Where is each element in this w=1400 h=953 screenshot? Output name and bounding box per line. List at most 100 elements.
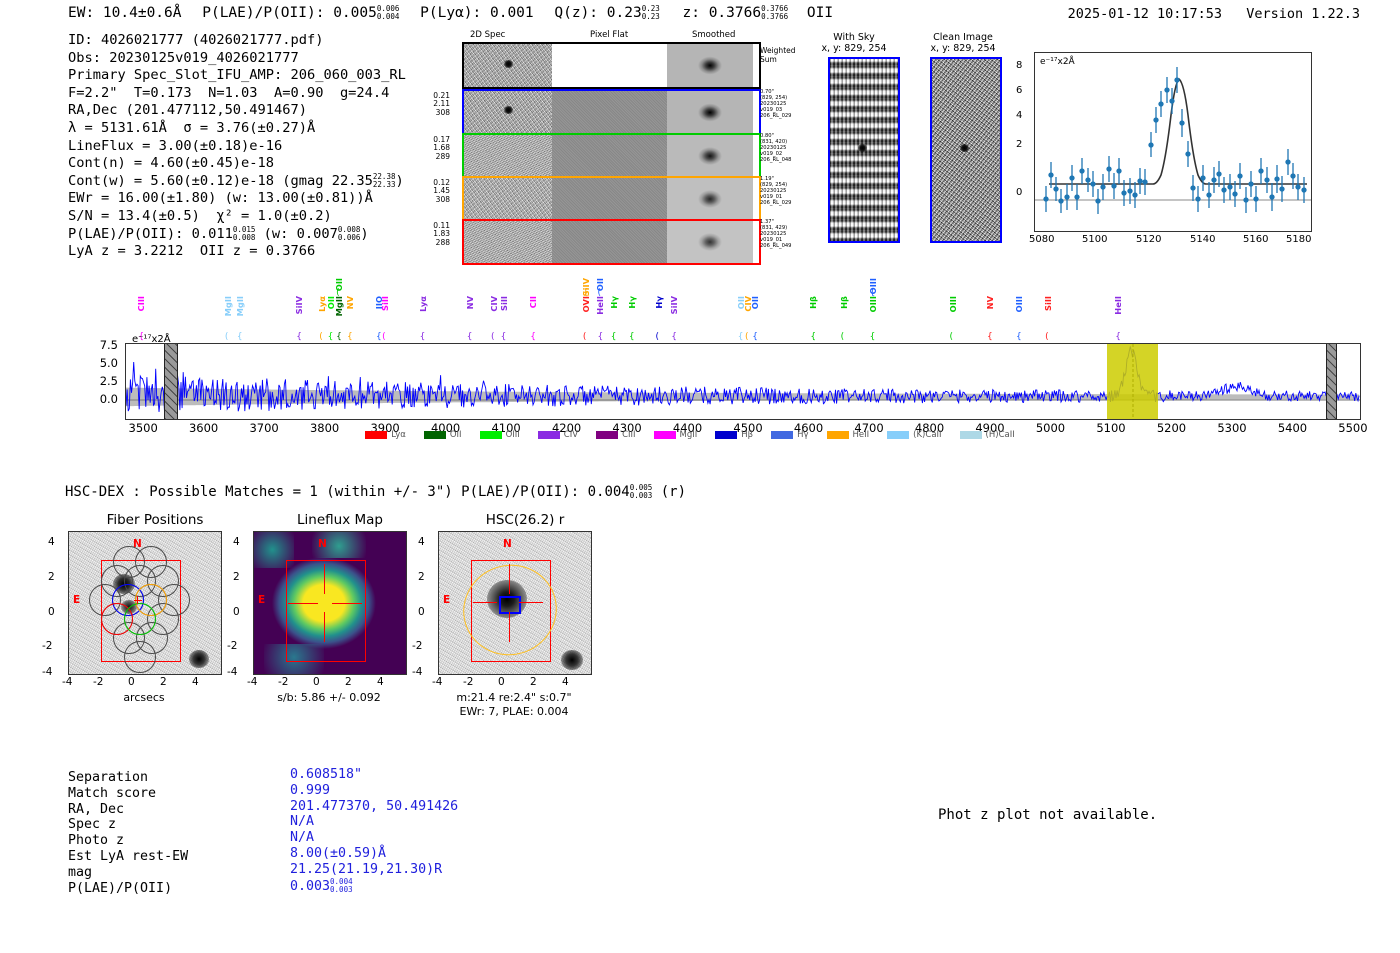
emission-brace-18: { [597, 332, 604, 342]
detail-value-1: 0.999 [290, 782, 331, 798]
emission-brace-9: { [376, 332, 382, 342]
fiber3-expo: v019_01 [760, 194, 783, 201]
fiber2-amp: 206_RL_048 [760, 157, 792, 164]
legend-item-Hβ: Hβ [715, 430, 753, 441]
fiber2-val1: 0.17 [433, 135, 450, 144]
fiber-row-4 [462, 219, 761, 265]
emission-brace-16: ( [582, 332, 587, 342]
info-primary-spec: Primary Spec_Slot_IFU_AMP: 206_060_003_R… [68, 67, 406, 84]
detail-label-7: P(LAE)/P(OII) [68, 880, 173, 896]
clean-image-xy: x, y: 829, 254 [930, 43, 996, 54]
header-z-hi: 0.3766 [761, 4, 789, 13]
emission-label-NV-12: NV [464, 296, 475, 310]
hsc-ytick-0: 0 [418, 606, 425, 618]
emission-brace-35: { [1115, 332, 1121, 342]
info-cont-w-text: Cont(w) = 5.60(±0.12)e-18 (gmag 22.35 [68, 172, 373, 189]
source-info-block: ID: 4026021777 (4026021777.pdf) Obs: 202… [68, 32, 406, 261]
emission-brace-11: { [419, 332, 426, 342]
legend-label-Lyα: Lyα [391, 430, 406, 440]
emission-brace-23: { [671, 332, 677, 342]
header-plae-label: P(LAE)/P(OII): [202, 5, 325, 21]
spec-ytick-7.5: 7.5 [99, 338, 118, 352]
emission-label-NV-32: NV [985, 296, 995, 310]
emission-brace-1: ( [224, 332, 229, 342]
detail-plae-errors: 0.004 0.003 [330, 876, 353, 894]
info-plae-post: ) [360, 225, 369, 242]
line-fit-ytick-6: 6 [1016, 85, 1023, 96]
legend-item-HeII: HeII [826, 430, 869, 441]
clean-image-title-text: Clean Image [933, 32, 993, 43]
spec-xtick-4800: 4800 [914, 421, 945, 435]
info-plae-a-lo: 0.008 [232, 232, 256, 242]
lineflux-ytick-m4: -4 [227, 666, 238, 678]
legend-item-Lyα: Lyα [365, 430, 406, 441]
lineflux-xtick-4: 4 [377, 676, 384, 688]
header-qz-lo: 0.23 [641, 12, 660, 21]
fiber3-val3: 308 [435, 194, 450, 204]
hsc-xtick-m2: -2 [463, 676, 474, 688]
lineflux-compass-e: E [258, 594, 266, 606]
emission-brace-3: { [296, 332, 302, 342]
header-z-lo: 0.3766 [761, 12, 789, 21]
spec-xtick-3800: 3800 [309, 421, 340, 435]
fiber-row-3-right-labels: 1.19" (829, 254) 20230125 v019_01 206_RL… [760, 176, 792, 206]
fiber-xlabel: arcsecs [123, 691, 165, 704]
line-fit-xtick-5080: 5080 [1029, 234, 1055, 245]
hsc-caption2: EWr: 7, PLAE: 0.004 [459, 705, 569, 718]
legend-swatch-Lyα [365, 431, 388, 439]
detail-plae-hi: 0.004 [330, 876, 353, 886]
version-label: Version 1.22.3 [1246, 6, 1360, 22]
legend-swatch-MgII [653, 431, 676, 439]
emission-brace-27: { [810, 332, 817, 342]
line-fit-xtick-5180: 5180 [1286, 234, 1312, 245]
fiber-ytick-m4: -4 [42, 666, 53, 678]
fiber-row-1 [462, 89, 761, 136]
emission-label-SiIV-23: SiIV [669, 296, 680, 315]
emission-label-OVI-16: OVI [580, 296, 591, 313]
hsc-r-image[interactable]: N E [438, 531, 592, 675]
info-lineflux: LineFlux = 3.00(±0.18)e-16 [68, 137, 283, 154]
emission-label-SiIV-3: SiIV [294, 296, 305, 315]
info-cont-w-end: ) [395, 172, 404, 189]
info-cont-w: Cont(w) = 5.60(±0.12)e-18 (gmag 22.35 22.… [68, 171, 406, 191]
emission-label-Hγ-20: Hγ [608, 296, 619, 309]
legend-swatch-HeII [826, 431, 849, 439]
weighted-sum-label: Weighted Sum [760, 46, 796, 64]
detail-value-4: N/A [290, 830, 315, 846]
legend-label-CIV: CIV [563, 430, 579, 440]
hscdex-plae-hi: 0.005 [629, 483, 653, 492]
emission-brace-28: ( [840, 332, 845, 342]
emission-label-SiII-10: SiII [380, 296, 391, 311]
fiber4-seeing: 1.37" [760, 219, 774, 225]
emission-brace-8: { [347, 332, 353, 342]
lineflux-ytick-m2: -2 [227, 640, 238, 652]
legend-swatch-OIII [479, 431, 502, 439]
emission-label-SiII-34: SiII [1043, 296, 1054, 311]
header-z-label: z: [682, 5, 700, 21]
fiber-row-1-left-labels: 0.21 2.11 308 [408, 91, 450, 117]
panel-title-lineflux-map: Lineflux Map [297, 512, 383, 528]
info-ewr: EWr = 16.00(±1.80) (w: 13.00(±0.81))Å [68, 190, 373, 207]
fiber-xtick-m2: -2 [93, 676, 104, 688]
lineflux-map-image[interactable]: N E [253, 531, 407, 675]
with-sky-xy: x, y: 829, 254 [821, 43, 887, 54]
emission-label-Hβ-28: Hβ [838, 296, 849, 309]
line-fit-xtick-5120: 5120 [1136, 234, 1162, 245]
emission-label-Hγ-21: Hγ [626, 296, 637, 309]
fiber-positions-image[interactable]: N E [68, 531, 222, 675]
info-cont-w-hi: 22.38 [372, 171, 396, 181]
line-fit-annotation: e⁻¹⁷x2Å [1040, 57, 1075, 67]
with-sky-image [828, 57, 900, 243]
with-sky-title: With Sky x, y: 829, 254 [808, 32, 900, 54]
photz-note: Phot z plot not available. [938, 807, 1158, 823]
header-plae-hi: 0.006 [376, 4, 400, 13]
fiber1-val2: 2.11 [433, 99, 450, 109]
legend-swatch-Hγ [771, 431, 794, 439]
line-fit-ytick-4: 4 [1016, 110, 1023, 121]
emission-brace-32: { [987, 332, 993, 342]
legend-label-OII: OII [449, 430, 462, 440]
fiber1-xy: (829, 254) [760, 95, 788, 102]
spec-xtick-4600: 4600 [793, 421, 824, 435]
header-plae-lo: 0.004 [376, 12, 400, 21]
emission-brace-33: { [1016, 332, 1022, 342]
